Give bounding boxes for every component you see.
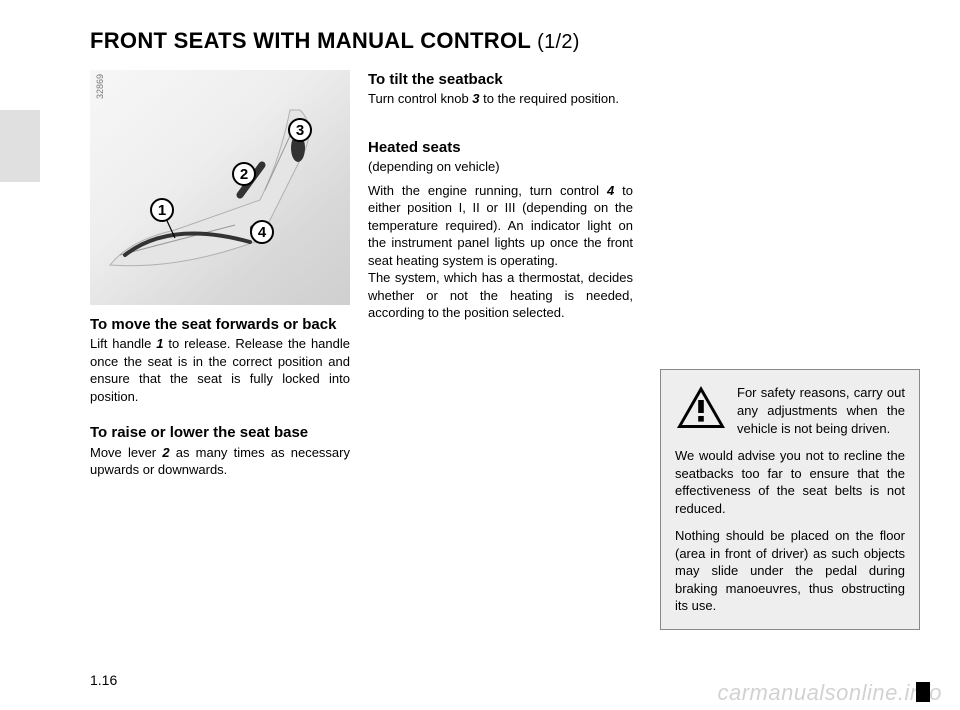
warning-box: For safety reasons, carry out any adjust… xyxy=(660,369,920,630)
body-heated-1: With the engine running, turn control 4 … xyxy=(368,182,633,270)
callout-3: 3 xyxy=(288,118,312,142)
body-tilt: Turn control knob 3 to the required posi… xyxy=(368,90,633,108)
sub-heated: (depending on vehicle) xyxy=(368,158,633,176)
column-2: To tilt the seatback Turn control knob 3… xyxy=(368,70,633,630)
body-heated-2: The system, which has a thermostat, deci… xyxy=(368,269,633,322)
body-move-seat: Lift handle 1 to release. Release the ha… xyxy=(90,335,350,405)
seat-illustration xyxy=(90,70,350,305)
seat-figure: 32869 xyxy=(90,70,350,305)
content-columns: 32869 xyxy=(90,70,920,630)
footer-marker xyxy=(916,682,930,702)
warning-p1: For safety reasons, carry out any adjust… xyxy=(737,384,905,437)
page-number: 1.16 xyxy=(90,672,117,688)
callout-4: 4 xyxy=(250,220,274,244)
callout-2: 2 xyxy=(232,162,256,186)
column-3: For safety reasons, carry out any adjust… xyxy=(651,70,920,630)
warning-p3: Nothing should be placed on the floor (a… xyxy=(675,527,905,615)
warning-icon xyxy=(675,384,727,432)
manual-page: FRONT SEATS WITH MANUAL CONTROL (1/2) 3 2… xyxy=(0,0,960,710)
section-tab xyxy=(0,110,40,182)
heading-move-seat: To move the seat forwards or back xyxy=(90,315,350,335)
callout-1: 1 xyxy=(150,198,174,222)
watermark: carmanualsonline.info xyxy=(717,680,942,706)
heading-raise-lower: To raise or lower the seat base xyxy=(90,423,350,443)
heading-heated: Heated seats xyxy=(368,138,633,158)
page-title: FRONT SEATS WITH MANUAL CONTROL (1/2) xyxy=(90,28,920,54)
heading-tilt: To tilt the seatback xyxy=(368,70,633,90)
body-raise-lower: Move lever 2 as many times as necessary … xyxy=(90,444,350,479)
title-suffix: (1/2) xyxy=(537,31,580,53)
column-1: 32869 xyxy=(90,70,350,630)
warning-p2: We would advise you not to recline the s… xyxy=(675,447,905,517)
warning-head: For safety reasons, carry out any adjust… xyxy=(675,384,905,437)
title-main: FRONT SEATS WITH MANUAL CONTROL xyxy=(90,28,531,53)
